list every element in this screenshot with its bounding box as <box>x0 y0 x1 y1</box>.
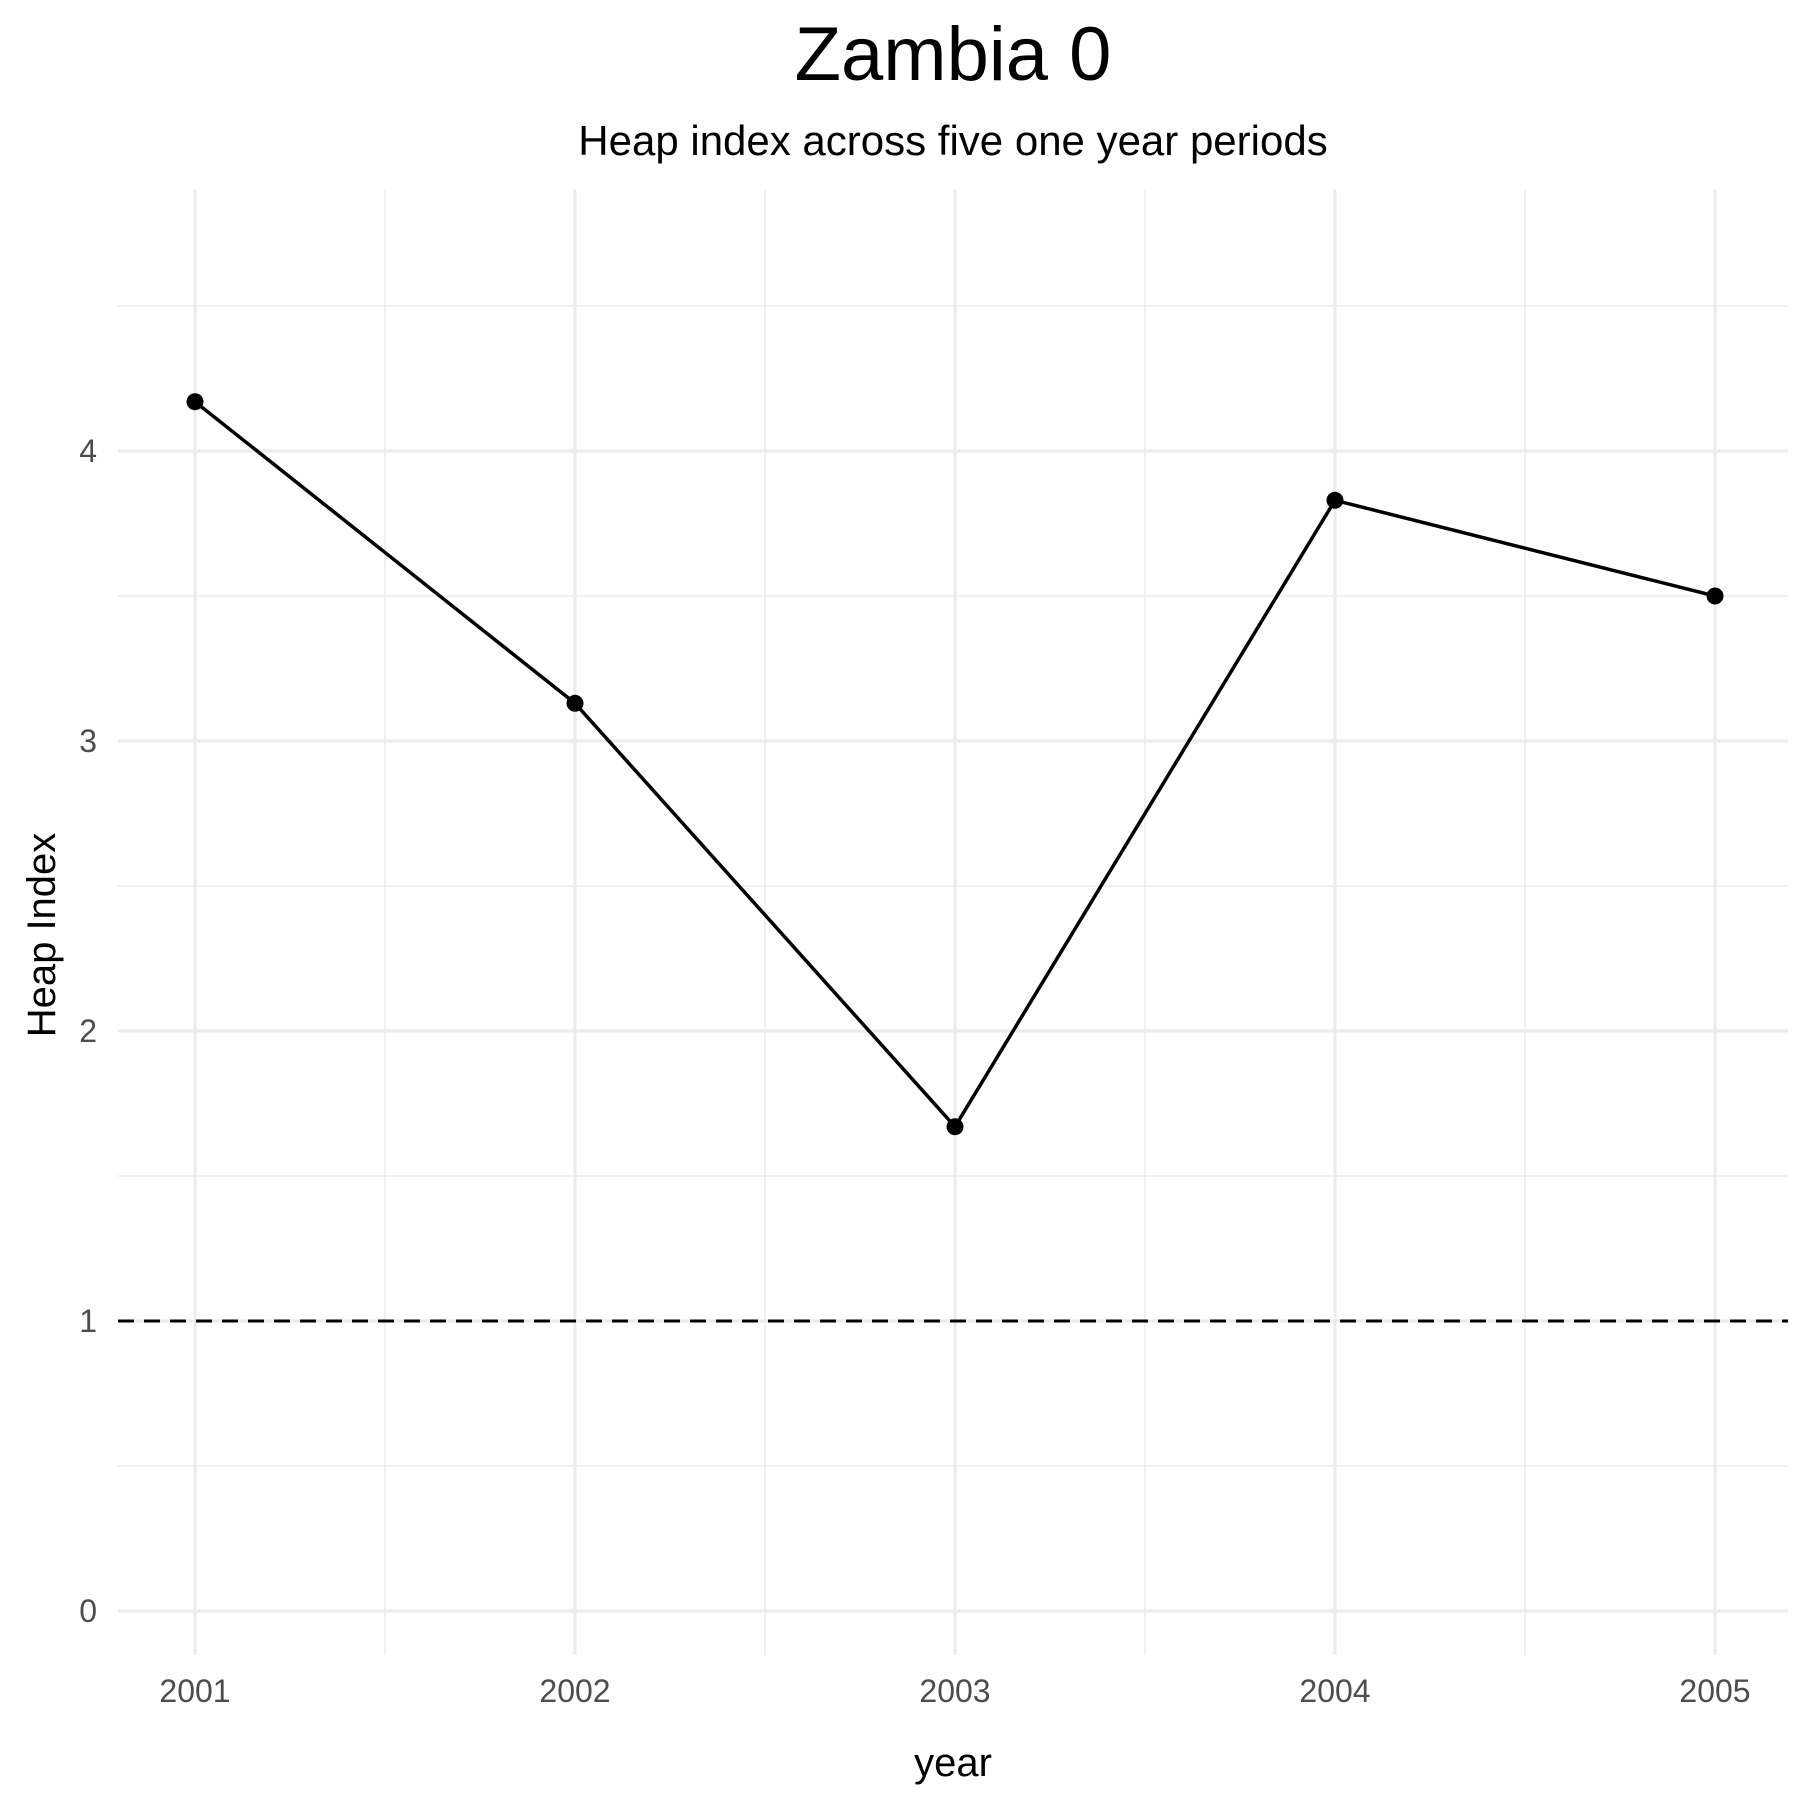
chart-title: Zambia 0 <box>795 12 1112 97</box>
x-axis-title: year <box>914 1741 992 1785</box>
x-tick-label: 2003 <box>919 1673 990 1709</box>
data-point <box>186 393 204 411</box>
y-axis-title: Heap Index <box>20 833 64 1038</box>
y-tick-label: 1 <box>79 1303 97 1339</box>
minor-gridlines <box>118 190 1788 1655</box>
x-tick-label: 2004 <box>1299 1673 1370 1709</box>
x-tick-label: 2002 <box>539 1673 610 1709</box>
y-tick-label: 4 <box>79 433 97 469</box>
data-point <box>946 1118 964 1136</box>
x-tick-label: 2001 <box>159 1673 230 1709</box>
data-point <box>1326 491 1344 509</box>
data-point <box>1706 587 1724 605</box>
y-tick-label: 2 <box>79 1013 97 1049</box>
y-tick-label: 3 <box>79 723 97 759</box>
x-tick-label: 2005 <box>1679 1673 1750 1709</box>
chart-subtitle: Heap index across five one year periods <box>578 117 1327 164</box>
y-tick-label: 0 <box>79 1593 97 1629</box>
y-tick-labels: 0 1 2 3 4 <box>79 433 97 1629</box>
data-point <box>566 694 584 712</box>
x-tick-labels: 2001 2002 2003 2004 2005 <box>159 1673 1750 1709</box>
series-group <box>186 393 1724 1136</box>
major-gridlines <box>118 190 1788 1655</box>
